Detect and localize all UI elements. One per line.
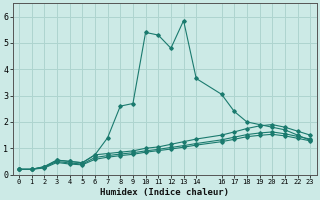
X-axis label: Humidex (Indice chaleur): Humidex (Indice chaleur): [100, 188, 229, 197]
